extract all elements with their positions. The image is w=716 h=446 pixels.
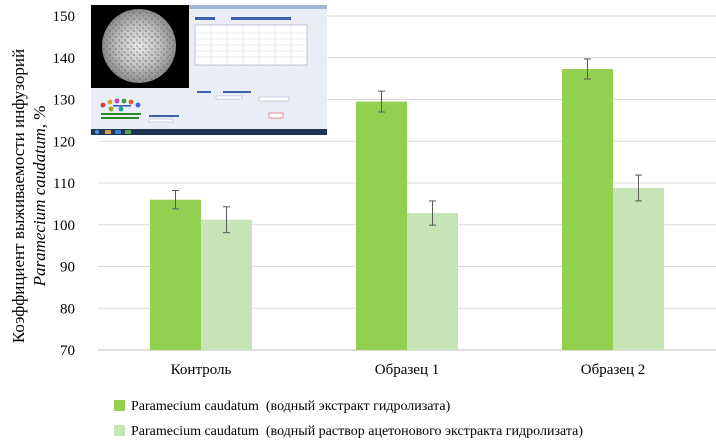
error-bar: [635, 174, 642, 202]
y-tick-label: 150: [53, 9, 76, 25]
legend-label-acetone-extract: Paramecium caudatum (водный раствор ацет…: [131, 424, 583, 439]
error-bars: [172, 58, 642, 234]
y-tick-label: 70: [60, 343, 75, 359]
category-label: Образец 2: [581, 362, 645, 378]
y-axis-label: Коэффициент выживаемости инфузорий: [9, 49, 28, 343]
y-tick-labels: 70 80 90 100 110 120 130 140 150: [53, 9, 76, 359]
category-label: Контроль: [171, 362, 232, 378]
legend: Paramecium caudatum (водный экстракт гид…: [114, 399, 583, 439]
error-bar: [223, 206, 230, 234]
y-axis-label-species: Paramecium caudatum: [30, 128, 49, 287]
category-labels: Контроль Образец 1 Образец 2: [171, 362, 646, 378]
y-axis-label-line2: Paramecium caudatum, %: [30, 106, 49, 288]
y-tick-label: 130: [53, 93, 76, 109]
software-screenshot-image: [91, 5, 327, 135]
bar-acetone-extract: [407, 213, 458, 350]
y-axis-label-unit: , %: [30, 106, 49, 129]
bar-aqueous-extract: [150, 199, 201, 350]
bars: [150, 69, 664, 351]
error-bar: [172, 190, 179, 210]
y-tick-label: 80: [60, 301, 75, 317]
bar-aqueous-extract: [562, 69, 613, 351]
y-tick-label: 120: [53, 134, 76, 150]
y-tick-label: 90: [60, 260, 75, 276]
y-tick-label: 100: [53, 218, 76, 234]
error-bar: [429, 200, 436, 226]
legend-swatch-aqueous-extract: [114, 400, 125, 411]
bar-acetone-extract: [613, 188, 664, 350]
legend-swatch-acetone-extract: [114, 425, 125, 436]
y-tick-label: 110: [53, 176, 75, 192]
legend-label-aqueous-extract: Paramecium caudatum (водный экстракт гид…: [131, 399, 451, 414]
error-bar: [378, 90, 385, 113]
bar-acetone-extract: [201, 219, 252, 350]
category-label: Образец 1: [375, 362, 439, 378]
y-tick-label: 140: [53, 51, 76, 67]
error-bar: [584, 58, 591, 80]
bar-aqueous-extract: [356, 101, 407, 351]
